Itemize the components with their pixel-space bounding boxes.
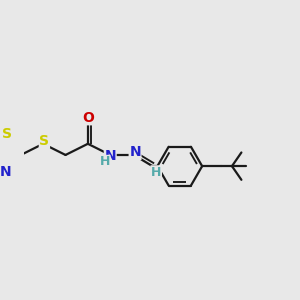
Text: H: H — [151, 166, 161, 179]
Text: N: N — [104, 149, 116, 163]
Text: H: H — [100, 155, 110, 168]
Text: O: O — [82, 111, 94, 125]
Text: N: N — [129, 146, 141, 160]
Text: N: N — [0, 165, 12, 179]
Text: S: S — [2, 127, 12, 141]
Text: S: S — [39, 134, 50, 148]
